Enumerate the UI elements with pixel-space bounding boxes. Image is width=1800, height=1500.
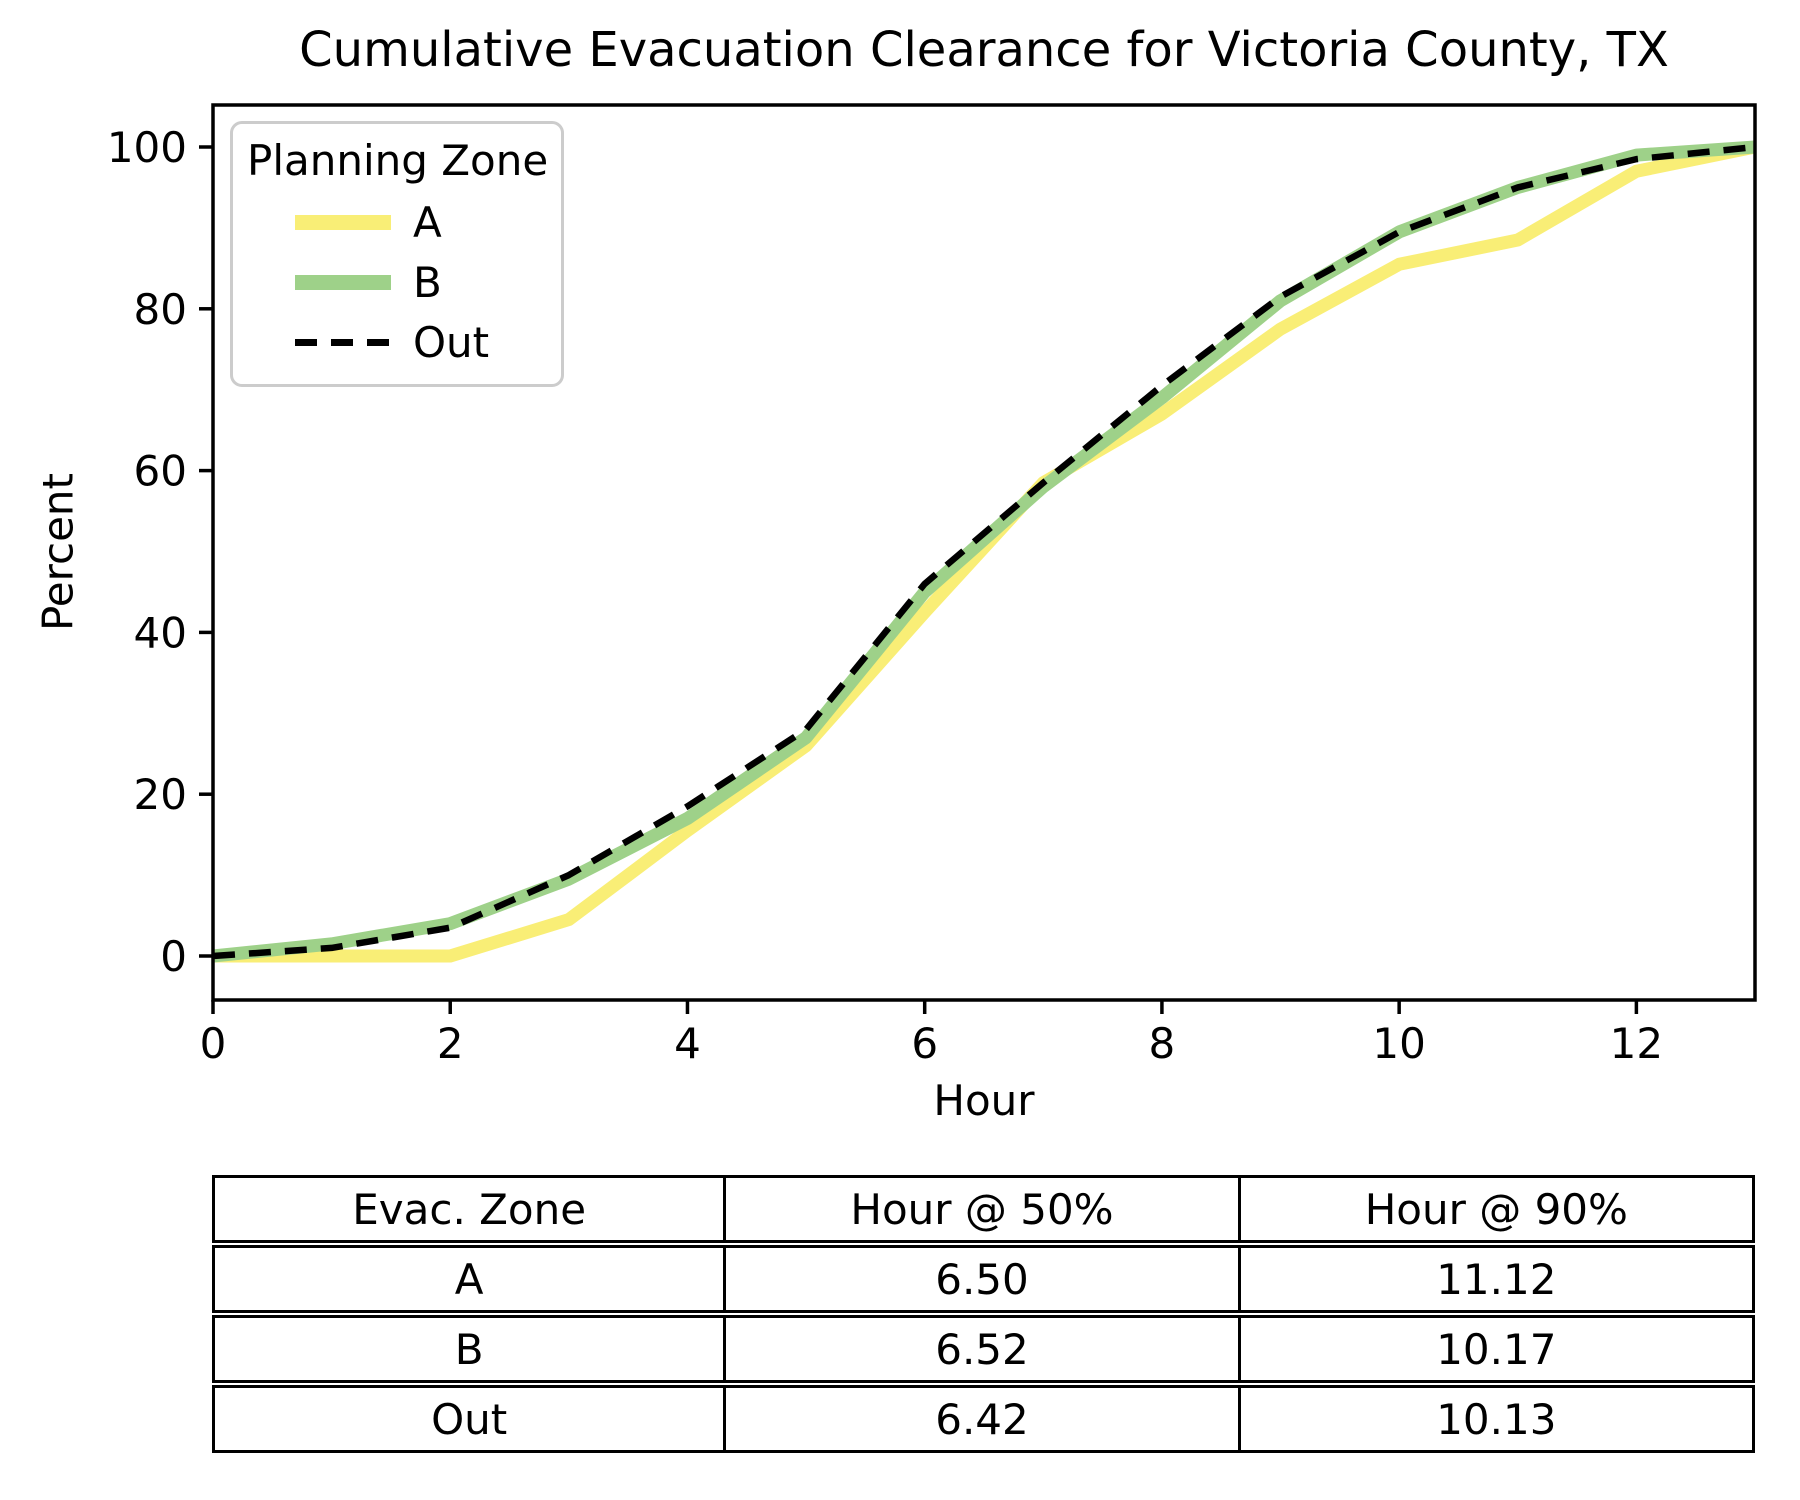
y-tick-label: 0 [160, 932, 187, 981]
table-row: Out 6.42 10.13 [212, 1385, 1755, 1453]
x-axis-label: Hour [933, 1076, 1035, 1125]
series-line-out [212, 143, 1756, 960]
table-row: B 6.52 10.17 [212, 1315, 1755, 1383]
header-evac-zone: Evac. Zone [212, 1175, 727, 1243]
cell-hour50: 6.50 [726, 1245, 1241, 1313]
cell-hour50: 6.52 [726, 1315, 1241, 1383]
header-hour-50: Hour @ 50% [726, 1175, 1241, 1243]
y-tick-label: 80 [134, 285, 187, 334]
legend-item-out: Out [247, 312, 547, 372]
line-chart: 0 2 4 6 8 10 12 0 20 40 60 80 100 [107, 103, 1757, 1068]
legend-label-out: Out [413, 317, 490, 367]
legend-item-b: B [247, 252, 547, 312]
cell-zone: B [212, 1315, 727, 1383]
legend-item-a: A [247, 192, 547, 252]
legend-swatch-out [295, 338, 391, 346]
x-tick-label: 12 [1610, 1019, 1663, 1068]
cell-hour90: 10.13 [1240, 1385, 1755, 1453]
cell-hour50: 6.42 [726, 1385, 1241, 1453]
legend-swatch-b [295, 274, 391, 290]
x-tick-label: 10 [1372, 1019, 1425, 1068]
table-header-row: Evac. Zone Hour @ 50% Hour @ 90% [212, 1175, 1755, 1243]
y-tick-label: 20 [134, 770, 187, 819]
legend-title: Planning Zone [247, 136, 549, 185]
x-tick-label: 8 [1149, 1019, 1176, 1068]
x-tick-label: 4 [674, 1019, 701, 1068]
cell-zone: A [212, 1245, 727, 1313]
cell-hour90: 11.12 [1240, 1245, 1755, 1313]
legend-label-b: B [413, 257, 442, 307]
x-tick-label: 0 [200, 1019, 227, 1068]
x-tick-label: 2 [437, 1019, 464, 1068]
legend-label-a: A [413, 197, 442, 247]
y-tick-label: 40 [134, 608, 187, 657]
y-axis-label: Percent [33, 472, 83, 632]
header-hour-90: Hour @ 90% [1240, 1175, 1755, 1243]
cell-hour90: 10.17 [1240, 1315, 1755, 1383]
summary-table: Evac. Zone Hour @ 50% Hour @ 90% A 6.50 … [212, 1173, 1755, 1455]
y-tick-label: 60 [134, 447, 187, 496]
y-tick-label: 100 [107, 123, 187, 172]
chart-title: Cumulative Evacuation Clearance for Vict… [299, 22, 1669, 78]
legend: Planning Zone A B Out [230, 121, 564, 387]
legend-swatch-a [295, 214, 391, 230]
axes-spines [211, 103, 1757, 1002]
table-row: A 6.50 11.12 [212, 1245, 1755, 1313]
cell-zone: Out [212, 1385, 727, 1453]
x-tick-label: 6 [911, 1019, 938, 1068]
